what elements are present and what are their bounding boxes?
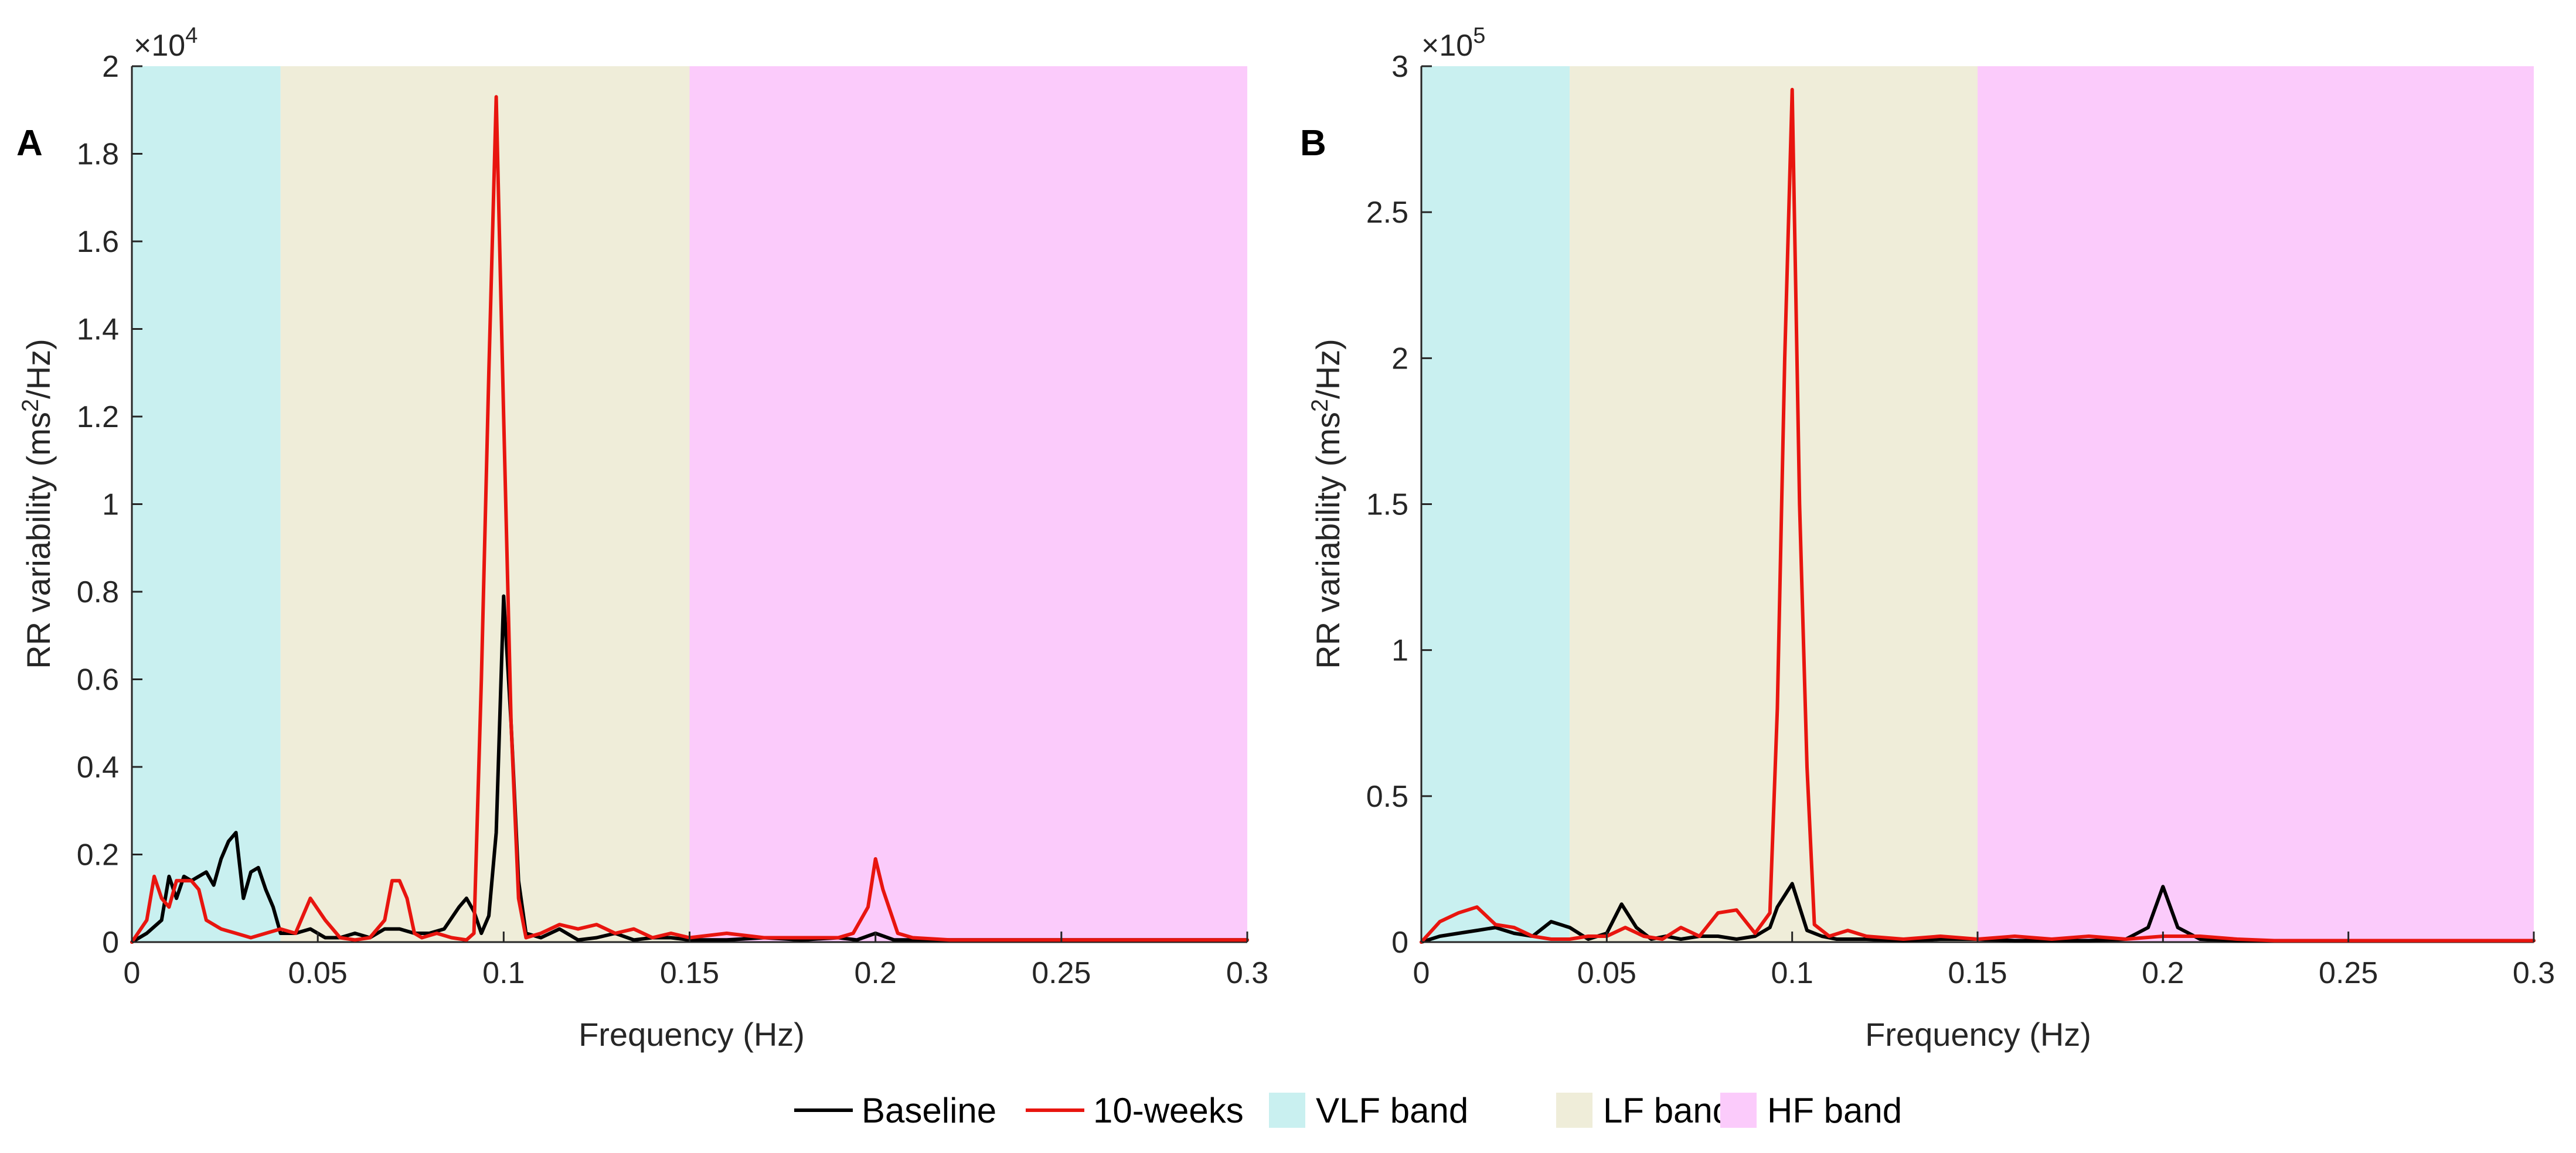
panel-b-y-tick-label: 0 xyxy=(1391,926,1408,960)
panel-a-exponent: ×104 xyxy=(134,23,198,63)
legend-label-10-weeks: 10-weeks xyxy=(1093,1091,1244,1130)
panel-b-series xyxy=(1420,87,2536,944)
panel-label-b: B xyxy=(1300,123,1326,163)
panel-b-x-tick-label: 0.25 xyxy=(2319,956,2378,990)
panel-b-y-tick-label: 0.5 xyxy=(1366,780,1408,814)
panel-b-x-tick-label: 0.15 xyxy=(1948,956,2007,990)
panel-a-x-tick-label: 0.25 xyxy=(1032,956,1091,990)
panel-a-y-tick-label: 0.4 xyxy=(77,751,119,784)
panel-a-y-tick-label: 0 xyxy=(102,926,119,960)
panel-a-y-tick-label: 1.4 xyxy=(77,313,119,347)
legend-swatch-lf-band xyxy=(1556,1093,1592,1128)
panel-a-series xyxy=(130,95,1249,944)
panel-a-series-10-weeks xyxy=(130,95,1249,944)
panel-b-x-tick-label: 0.3 xyxy=(2513,956,2555,990)
panel-b-y-tick-label: 2 xyxy=(1391,342,1408,376)
panel-b-exponent: ×105 xyxy=(1421,23,1485,63)
legend-label-hf-band: HF band xyxy=(1767,1091,1902,1130)
panel-a-band-hf-band xyxy=(689,66,1247,942)
panel-a-y-tick-label: 1.8 xyxy=(77,138,119,172)
legend-label-baseline: Baseline xyxy=(862,1091,996,1130)
panel-b-series-10-weeks xyxy=(1420,87,2536,944)
panel-a-bands xyxy=(132,66,1247,942)
panel-a-series-baseline xyxy=(130,594,1249,944)
panel-b-y-tick-label: 3 xyxy=(1391,50,1408,84)
panel-b: 0 0.05 0.1 0.15 0.2 0.25 0.3 0 0.5 1 1.5 2 2.5 3 B ×1… xyxy=(1300,23,2555,1053)
panel-a-x-axis-label: Frequency (Hz) xyxy=(579,1016,805,1053)
panel-b-y-tick-label: 1.5 xyxy=(1366,488,1408,522)
panel-a-ticks: 0 0.05 0.1 0.15 0.2 0.25 0.3 0 0.2 0.4 0.6 0.8 1 1.2 1… xyxy=(77,50,1268,990)
legend-label-vlf-band: VLF band xyxy=(1316,1091,1468,1130)
panel-a-x-tick-label: 0 xyxy=(124,956,141,990)
panel-a-y-tick-label: 1 xyxy=(102,488,119,522)
legend-label-lf-band: LF band xyxy=(1603,1091,1732,1130)
panel-a-x-tick-label: 0.05 xyxy=(288,956,348,990)
panel-a: 0 0.05 0.1 0.15 0.2 0.25 0.3 0 0.2 0.4 0.6 0.8 1 1.2 1… xyxy=(16,23,1268,1053)
panel-b-x-axis-label: Frequency (Hz) xyxy=(1865,1016,2091,1053)
panel-a-y-axis-label: RR variability (ms2/Hz) xyxy=(18,339,57,669)
panel-a-y-tick-label: 0.8 xyxy=(77,575,119,609)
panel-b-x-tick-label: 0.05 xyxy=(1577,956,1636,990)
panel-b-band-vlf-band xyxy=(1421,66,1570,942)
legend: Baseline 10-weeks VLF band LF band HF band xyxy=(794,1091,1902,1130)
panel-a-x-tick-label: 0.3 xyxy=(1226,956,1268,990)
panel-b-x-tick-label: 0 xyxy=(1413,956,1430,990)
legend-swatch-vlf-band xyxy=(1269,1093,1305,1128)
panel-b-y-tick-label: 1 xyxy=(1391,634,1408,668)
panel-a-y-tick-label: 0.2 xyxy=(77,838,119,872)
panel-a-x-tick-label: 0.2 xyxy=(855,956,897,990)
panel-label-a: A xyxy=(16,123,43,163)
panel-b-bands xyxy=(1421,66,2534,942)
panel-b-ticks: 0 0.05 0.1 0.15 0.2 0.25 0.3 0 0.5 1 1.5 2 2.5 3 xyxy=(1366,50,2555,990)
panel-a-y-tick-label: 2 xyxy=(102,50,119,84)
panel-a-x-tick-label: 0.15 xyxy=(660,956,719,990)
panel-a-y-tick-label: 0.6 xyxy=(77,663,119,697)
panel-a-x-tick-label: 0.1 xyxy=(482,956,525,990)
panel-b-y-tick-label: 2.5 xyxy=(1366,196,1408,230)
panel-b-band-hf-band xyxy=(1978,66,2534,942)
panel-b-y-axis-label: RR variability (ms2/Hz) xyxy=(1307,339,1346,669)
panel-b-x-tick-label: 0.1 xyxy=(1771,956,1813,990)
legend-swatch-hf-band xyxy=(1720,1093,1757,1128)
panel-a-band-vlf-band xyxy=(132,66,281,942)
panel-a-y-tick-label: 1.2 xyxy=(77,400,119,434)
panel-b-x-tick-label: 0.2 xyxy=(2142,956,2184,990)
panel-a-y-tick-label: 1.6 xyxy=(77,225,119,259)
